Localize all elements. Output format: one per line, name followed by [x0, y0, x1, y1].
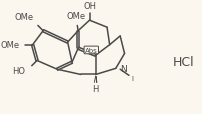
Text: HCl: HCl [172, 56, 194, 69]
Text: OMe: OMe [0, 41, 19, 50]
Text: OH: OH [83, 2, 96, 11]
Text: N: N [120, 64, 126, 73]
Text: OMe: OMe [66, 12, 85, 21]
Text: HO: HO [13, 67, 25, 76]
Text: OMe: OMe [14, 13, 33, 22]
Text: I: I [131, 75, 133, 81]
Text: Abs: Abs [84, 48, 97, 53]
Text: H: H [92, 84, 98, 93]
